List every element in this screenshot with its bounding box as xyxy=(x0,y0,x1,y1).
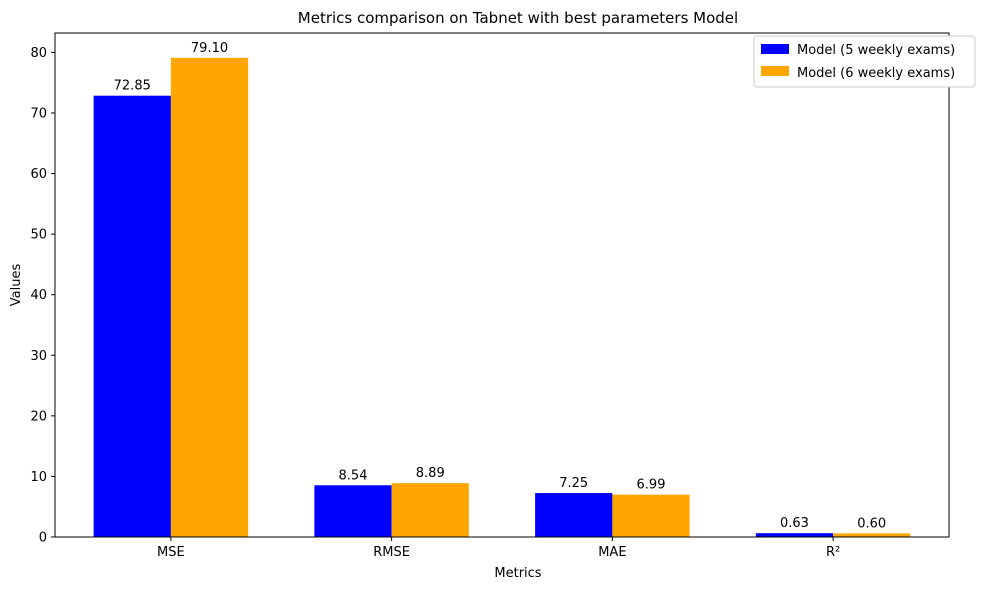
x-axis: MSE RMSE MAE R² xyxy=(157,537,840,560)
data-label-series-2-0: 79.10 xyxy=(191,41,228,56)
y-tick-label: 40 xyxy=(30,288,47,303)
bar-series-2-3 xyxy=(833,533,911,537)
bar-series-2-1 xyxy=(391,483,469,537)
data-label-series-2-1: 8.89 xyxy=(416,466,445,481)
bars xyxy=(93,57,911,537)
x-tick-label: MSE xyxy=(157,545,185,560)
data-label-series-1-0: 72.85 xyxy=(114,79,151,94)
x-tick-label: R² xyxy=(826,545,840,560)
data-label-series-2-3: 0.60 xyxy=(857,516,886,531)
bar-series-1-0 xyxy=(93,95,171,537)
bar-series-2-0 xyxy=(170,57,249,537)
x-tick-label: MAE xyxy=(598,545,626,560)
data-label-series-1-1: 8.54 xyxy=(339,468,368,483)
plot-frame xyxy=(54,32,950,538)
y-axis: 0 10 20 30 40 50 60 70 80 xyxy=(30,46,55,546)
bar-series-1-1 xyxy=(314,485,392,537)
legend: Model (5 weekly exams) Model (6 weekly e… xyxy=(753,35,976,88)
y-tick-label: 30 xyxy=(30,349,47,364)
bar-series-1-3 xyxy=(755,533,834,537)
y-tick-label: 50 xyxy=(30,228,47,243)
legend-frame xyxy=(753,35,976,88)
y-tick-label: 10 xyxy=(30,470,47,485)
data-label-series-2-2: 6.99 xyxy=(637,478,666,493)
bar-series-2-2 xyxy=(612,494,690,537)
legend-label-series-1: Model (5 weekly exams) xyxy=(797,43,955,58)
plot-area: 72.85 8.54 7.25 0.63 79.10 8.89 6.99 0.60 0 10 20… xyxy=(30,32,950,560)
bar-series-1-2 xyxy=(535,493,613,537)
chart-title: Metrics comparison on Tabnet with best p… xyxy=(298,9,738,27)
y-tick-label: 0 xyxy=(39,531,47,546)
x-tick-label: RMSE xyxy=(373,545,410,560)
data-label-series-1-2: 7.25 xyxy=(559,476,588,491)
data-labels: 72.85 8.54 7.25 0.63 79.10 8.89 6.99 0.60 xyxy=(114,41,887,532)
y-tick-label: 60 xyxy=(30,167,47,182)
x-axis-label: Metrics xyxy=(494,566,541,581)
y-tick-label: 70 xyxy=(30,106,47,121)
legend-label-series-2: Model (6 weekly exams) xyxy=(797,66,955,81)
y-axis-label: Values xyxy=(9,264,24,307)
legend-swatch-series-2 xyxy=(761,66,789,76)
y-tick-label: 20 xyxy=(30,409,47,424)
y-tick-label: 80 xyxy=(30,46,47,61)
legend-swatch-series-1 xyxy=(761,44,789,54)
data-label-series-1-3: 0.63 xyxy=(780,516,809,531)
